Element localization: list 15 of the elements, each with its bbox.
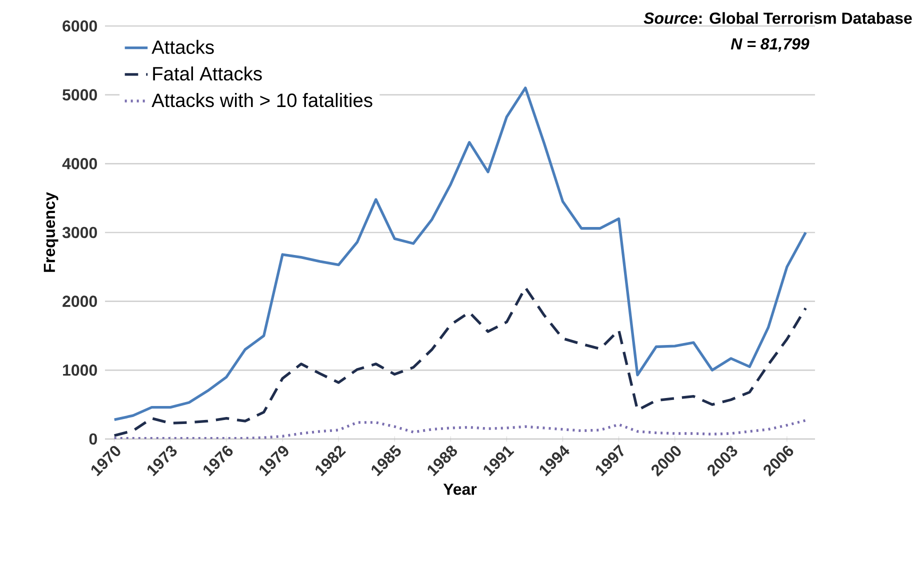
x-axis-title: Year xyxy=(443,484,477,495)
legend-label: Fatal Attacks xyxy=(153,66,262,81)
line-series xyxy=(113,86,807,422)
text: Source: Global Terrorism Database xyxy=(644,12,912,24)
legend-label: Attacks xyxy=(152,40,214,54)
y-tick-label: 5000 xyxy=(62,89,97,100)
y-tick-label: 6000 xyxy=(62,20,97,32)
legend-label: Attacks with > 10 fatalities xyxy=(152,93,372,108)
y-tick-label: 4000 xyxy=(62,158,97,170)
y-axis-title: Frequency xyxy=(44,192,58,272)
y-tick-label: 1000 xyxy=(63,364,97,376)
y-tick-label: 2000 xyxy=(62,296,97,307)
y-tick-label: 0 xyxy=(89,433,97,445)
annotation: N = 81,799 xyxy=(730,38,810,52)
y-tick-label: 3000 xyxy=(62,226,97,238)
